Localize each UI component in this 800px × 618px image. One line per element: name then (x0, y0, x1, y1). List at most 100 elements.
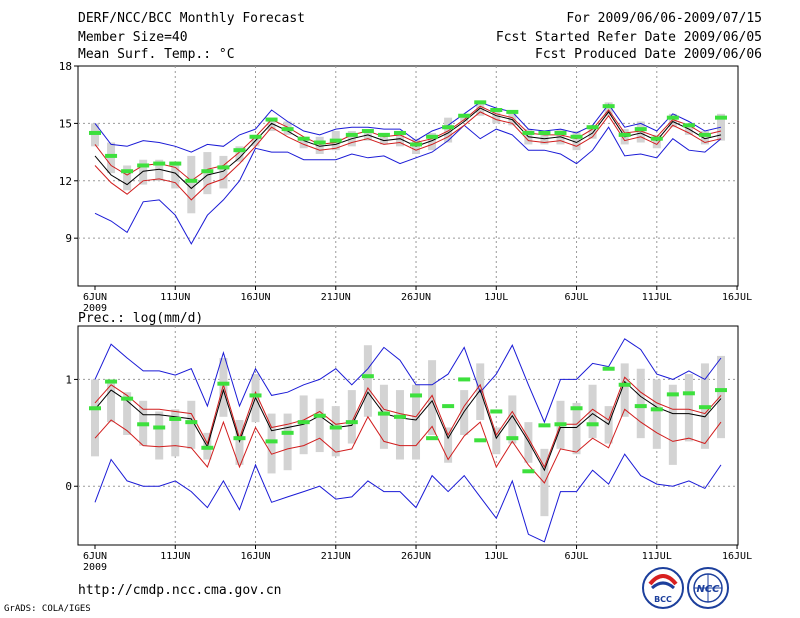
panel-1-observed-mark (586, 422, 599, 427)
panel-1-frame (77, 325, 739, 546)
panel-1-observed-mark (297, 420, 310, 425)
panel-0-spread-box (444, 117, 453, 143)
panel-0-observed-mark (233, 148, 246, 153)
panel-1-spread-box (219, 358, 228, 417)
panel-0-spread-box (267, 117, 276, 132)
panel-1-observed-mark (490, 409, 503, 414)
panel-1-max-line (94, 338, 722, 424)
panel-1-spread-box (187, 400, 196, 449)
panel-1-observed-mark (682, 391, 695, 396)
panel-0-spread-box (139, 159, 148, 185)
panel-1-xtick-label: 21JUN (321, 551, 351, 562)
chart-title: DERF/NCC/BCC Monthly Forecast (78, 11, 305, 26)
panel-1-observed-mark (458, 377, 471, 382)
panel-1-observed-mark (313, 413, 326, 418)
panel-1-observed-mark (618, 382, 631, 387)
panel-1-xtick-label: 11JUL (642, 551, 672, 562)
forecast-period-label: For 2009/06/06-2009/07/15 (566, 11, 762, 26)
panel-0-spread-box (604, 102, 613, 116)
panel-0-observed-mark (650, 136, 663, 141)
panel-1-observed-mark (570, 406, 583, 411)
panel-0-spread-box (155, 159, 164, 181)
started-date-label: Fcst Started Refer Date 2009/06/05 (495, 30, 762, 45)
panel-0-observed-mark (426, 134, 439, 139)
produced-date-label: Fcst Produced Date 2009/06/06 (535, 47, 762, 62)
panel-0-observed-mark (105, 153, 118, 158)
panel-1-spread-box (620, 363, 629, 417)
panel-1-spread-box (347, 390, 356, 444)
panel-1-spread-box (91, 379, 99, 457)
panel-0-observed-mark (570, 134, 583, 139)
panel-0-spread-box (363, 131, 372, 141)
panel-1-spread-box (123, 392, 132, 435)
panel-1-spread-box (331, 406, 340, 457)
panel-1-observed-mark (329, 425, 342, 430)
panel-1-spread-box (444, 427, 453, 463)
panel-1-observed-mark (217, 381, 230, 386)
panel-1-spread-box (717, 355, 725, 439)
panel-0-spread-box (123, 165, 132, 191)
panel-0-xtick-label: 6JUN (83, 292, 107, 303)
panel-1-xtick-label: 1JUL (484, 551, 508, 562)
panel-0-observed-mark (217, 165, 230, 170)
grads-credit: GrADS: COLA/IGES (4, 604, 91, 614)
source-url[interactable]: http://cmdp.ncc.cma.gov.cn (78, 583, 282, 598)
panel-1-xtick-label: 16JUN (240, 551, 270, 562)
panel-1-observed-mark (201, 445, 214, 450)
panel-1-observed-mark (377, 411, 390, 416)
panel-1-spread-box (460, 390, 469, 435)
panel-0-observed-mark (458, 113, 471, 118)
panel-0-observed-mark (474, 100, 487, 105)
panel-1-observed-mark (185, 420, 198, 425)
panel-0-spread-box (315, 136, 324, 154)
panel-1-spread-box (524, 422, 533, 463)
panel-0-observed-mark (682, 123, 695, 128)
panel-1-observed-mark (345, 420, 358, 425)
panel-0-observed-mark (554, 130, 567, 135)
panel-1-spread-box (315, 398, 324, 453)
panel-1-observed-mark (281, 430, 294, 435)
panel-0-p25-line (94, 111, 722, 201)
panel-0-observed-mark (201, 169, 214, 174)
panel-1-observed-mark (698, 405, 711, 410)
panel-1-observed-mark (233, 436, 246, 441)
panel-0-spread-box (700, 131, 709, 145)
panel-1-spread-box (684, 374, 693, 442)
panel-1-spread-box (363, 345, 372, 417)
panel-1-observed-mark (715, 388, 727, 393)
panel-0-observed-mark (715, 115, 727, 120)
panel-0-observed-mark (265, 117, 278, 122)
panel-1-observed-mark (249, 393, 262, 398)
panel-1-spread-box (283, 413, 292, 471)
panel-1-observed-mark (137, 422, 150, 427)
panel-0-max-line (94, 101, 722, 153)
panel-0-spread-box (299, 136, 308, 149)
panel-0-xtick-label: 11JUN (160, 292, 190, 303)
panel-1-spread-box (588, 384, 597, 439)
panel-1-ytick-label: 0 (65, 480, 72, 493)
panel-1-observed-mark (554, 422, 567, 427)
panel-0-observed-mark (89, 130, 101, 135)
panel-1-observed-mark (602, 366, 615, 371)
panel-1-spread-box (395, 390, 404, 460)
panel-0-ytick-label: 12 (59, 175, 72, 188)
panel-0-observed-mark (377, 132, 390, 137)
panel-0-spread-box (428, 132, 437, 151)
panel-0-observed-mark (634, 127, 647, 132)
panel-0-ytick-label: 9 (65, 232, 72, 245)
panel-1-spread-box (412, 384, 421, 460)
panel-1-spread-box (171, 409, 180, 457)
panel-1-observed-mark (361, 374, 374, 379)
panel-0-observed-mark (393, 130, 406, 135)
panel-1-observed-mark (121, 396, 134, 401)
panel-0-xtick-label: 1JUL (484, 292, 508, 303)
panel-0-observed-mark (602, 104, 615, 109)
panel-1-spread-box (492, 427, 501, 455)
panel-0-observed-mark (490, 108, 503, 112)
panel-1-spread-box (107, 379, 116, 423)
panel-1-mean-line (94, 380, 722, 472)
panel-1-spread-box (379, 384, 388, 449)
panel-1-observed-mark (89, 406, 101, 411)
panel-0-p75-line (94, 105, 722, 182)
panel-0-observed-mark (249, 134, 262, 139)
